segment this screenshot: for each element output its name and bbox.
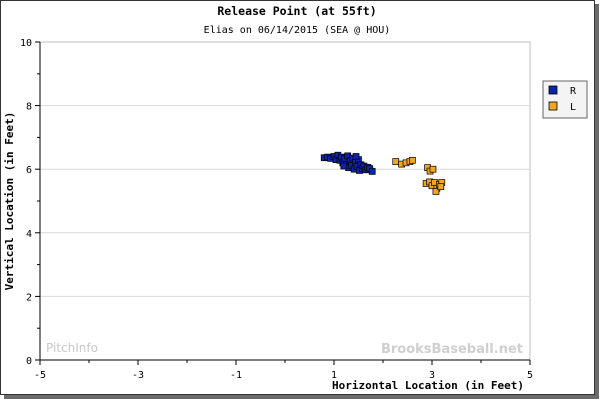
pitchinfo-watermark: PitchInfo [46,341,98,355]
y-tick-label: 4 [26,229,32,240]
y-tick-label: 10 [20,38,32,49]
x-axis-label: Horizontal Location (in Feet) [332,379,524,392]
grid-lines [40,105,530,297]
y-tick-label: 2 [26,292,32,303]
y-tick-label: 0 [26,356,32,367]
data-point-r [352,153,360,160]
x-tick-label: 3 [429,370,435,381]
legend-label-l: L [570,102,576,113]
plot-area [39,41,531,361]
data-point-l [432,188,440,195]
y-tick-label: 8 [26,102,32,113]
data-point-r [340,162,348,170]
data-point-l [392,158,400,165]
legend-swatch-l [548,101,558,111]
legend-swatch-r [548,85,558,95]
data-point-r [368,168,376,175]
x-tick-label: -3 [132,370,144,381]
chart-subtitle: Elias on 06/14/2015 (SEA @ HOU) [204,25,391,36]
y-axis-label: Vertical Location (in Feet) [3,112,16,291]
chart-title: Release Point (at 55ft) [217,4,376,18]
data-point-l [437,183,445,191]
data-point-l [409,156,416,164]
data-points [320,151,446,195]
legend: R L [542,80,588,119]
axis-ticks: 0 2 4 6 8 10 -5 -3 -1 1 3 5 [20,38,533,381]
x-tick-label: -5 [34,370,46,381]
x-tick-label: -1 [230,370,242,381]
legend-label-r: R [570,86,577,97]
y-tick-label: 6 [26,165,32,176]
x-tick-label: 1 [331,370,337,381]
brooksbaseball-watermark: BrooksBaseball.net [381,342,523,357]
x-tick-label: 5 [527,370,533,381]
data-point-l [429,165,437,173]
